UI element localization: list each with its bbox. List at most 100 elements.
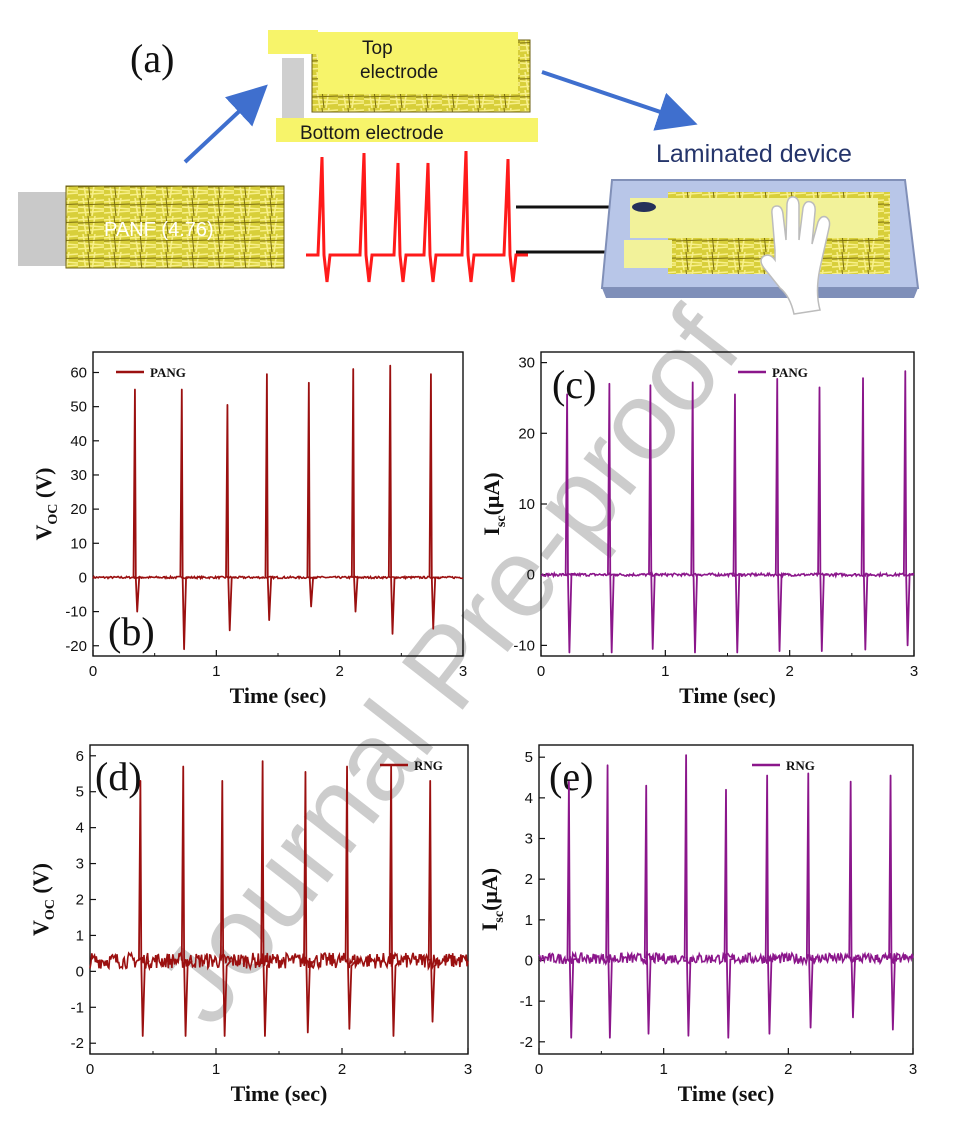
- x-tick-label: 0: [86, 1061, 94, 1078]
- bottom-electrode-label: Bottom electrode: [300, 123, 444, 144]
- series-baseline-trace: [92, 574, 464, 581]
- device-top-electrode: [630, 198, 878, 238]
- y-axis-title-subscript: sc: [492, 911, 507, 923]
- legend-label: PANG: [772, 365, 808, 380]
- panf-film: PANF (4.76): [18, 185, 285, 269]
- y-axis-title-main: I: [479, 527, 504, 536]
- device-contact-dot: [632, 202, 656, 212]
- device-bottom-electrode: [624, 240, 672, 268]
- series-baseline-trace: [89, 951, 469, 972]
- y-tick-label: -20: [65, 638, 87, 655]
- y-axis-title-subscript: OC: [46, 504, 61, 525]
- arrow-to-device: [541, 70, 698, 131]
- y-tick-label: -2: [520, 1034, 533, 1051]
- series-peak: [648, 384, 660, 650]
- series-peak: [260, 760, 273, 1037]
- lamination-edge: [602, 288, 918, 298]
- series-peak: [132, 388, 144, 613]
- series-peak: [683, 754, 695, 1037]
- y-tick-label: 3: [525, 831, 533, 848]
- x-tick-label: 0: [537, 663, 545, 680]
- y-tick-label: 40: [70, 433, 87, 450]
- chart-b: 0 1 2 3 -20 -10 0 10 20 30 40 50 60 Time (sec) VOC (V)…: [31, 351, 467, 708]
- x-tick-label: 3: [909, 1061, 917, 1078]
- series-peak: [387, 364, 399, 635]
- series-peak: [860, 377, 872, 651]
- y-tick-label: 50: [70, 399, 87, 416]
- y-tick-label: -1: [71, 999, 84, 1016]
- y-tick-label: 1: [525, 912, 533, 929]
- panf-fiber-mat: [65, 185, 285, 269]
- y-tick-label: 0: [79, 569, 87, 586]
- y-axis-title-unit: (V): [28, 863, 53, 899]
- legend: PANG: [116, 365, 186, 380]
- panel-a-schematic: (a) Top electrode Bottom electrode PANF …: [18, 30, 920, 315]
- laminated-device-label: Laminated device: [656, 140, 852, 168]
- y-axis-title-main: I: [477, 923, 502, 932]
- y-tick-label: 2: [76, 892, 84, 909]
- y-tick-label: 20: [518, 425, 535, 442]
- stack-shadow: [282, 58, 304, 130]
- bottom-electrode: [276, 118, 538, 142]
- y-tick-label: 1: [76, 927, 84, 944]
- y-tick-label: 60: [70, 364, 87, 381]
- series-peak: [427, 780, 440, 1023]
- y-tick-label: 30: [518, 355, 535, 372]
- panel-label: (e): [549, 754, 593, 799]
- y-axis-title-subscript: sc: [494, 515, 509, 527]
- y-tick-label: 0: [76, 963, 84, 980]
- y-tick-label: -1: [520, 993, 533, 1010]
- x-axis-title: Time (sec): [678, 1081, 775, 1106]
- y-tick-label: 0: [525, 952, 533, 969]
- series-peak: [690, 381, 702, 654]
- y-tick-label: 0: [527, 567, 535, 584]
- y-axis-title-unit: (μA): [477, 868, 502, 911]
- series-peak: [306, 381, 318, 608]
- y-tick-label: 30: [70, 467, 87, 484]
- series-peak: [605, 764, 617, 1039]
- series-peak: [564, 393, 576, 654]
- y-axis-title-main: V: [28, 920, 53, 936]
- panel-label: (b): [108, 609, 155, 654]
- y-tick-label: 5: [76, 784, 84, 801]
- top-electrode-label-line1: Top: [362, 38, 393, 59]
- panel-label: (c): [552, 362, 596, 407]
- series-peak: [805, 772, 818, 1029]
- x-tick-label: 1: [212, 1061, 220, 1078]
- legend-label: PANG: [150, 365, 186, 380]
- panf-label: PANF (4.76): [104, 219, 214, 241]
- x-tick-label: 3: [459, 663, 467, 680]
- series-peak: [732, 393, 744, 654]
- y-axis-title: VOC (V): [31, 468, 61, 541]
- electrode-stack: Top electrode Bottom electrode: [268, 30, 538, 144]
- series-peak: [723, 788, 735, 1039]
- x-tick-label: 1: [659, 1061, 667, 1078]
- x-axis-title: Time (sec): [231, 1081, 328, 1106]
- series-peak: [264, 373, 276, 622]
- legend: PANG: [738, 365, 808, 380]
- y-axis-title-subscript: OC: [43, 899, 58, 920]
- legend: RNG: [752, 758, 815, 773]
- x-tick-label: 3: [910, 663, 918, 680]
- series-peak: [219, 780, 232, 1037]
- y-axis-title: Isc(μA): [477, 868, 507, 931]
- x-tick-label: 2: [784, 1061, 792, 1078]
- y-tick-label: 4: [525, 790, 533, 807]
- panel-label: (d): [95, 754, 142, 799]
- top-electrode: [318, 32, 518, 94]
- y-tick-label: 10: [70, 535, 87, 552]
- series-peak: [902, 370, 914, 647]
- top-electrode-tab: [268, 30, 318, 54]
- y-tick-label: 4: [76, 820, 84, 837]
- y-axis-title-main: V: [31, 524, 56, 540]
- arrow-to-stack: [183, 84, 268, 164]
- y-axis-title: VOC (V): [28, 863, 58, 936]
- series-peak: [764, 774, 776, 1035]
- series-peak: [817, 386, 829, 652]
- y-tick-label: -2: [71, 1035, 84, 1052]
- x-axis-title: Time (sec): [679, 683, 776, 708]
- schematic-output-signal: [306, 150, 528, 283]
- y-tick-label: 10: [518, 496, 535, 513]
- series-baseline-trace: [540, 570, 915, 579]
